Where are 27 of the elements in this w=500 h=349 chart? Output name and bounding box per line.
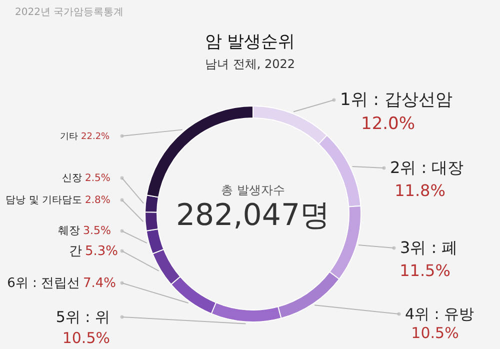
data-label: 7.4% <box>83 276 116 291</box>
slice-label: 4위 : 유방 <box>405 305 474 323</box>
slice-label: 2위 : 대장 <box>390 158 464 177</box>
slice-label: 췌장 <box>58 224 80 237</box>
data-label: 2.5% <box>85 173 110 184</box>
data-label: 11.5% <box>400 261 450 280</box>
slice-label: 3위 : 폐 <box>400 238 458 257</box>
text: 2022년 국가암등록통계 <box>15 7 124 18</box>
chart-title: 암 발생순위 <box>204 32 296 52</box>
chart-subtitle: 남녀 전체, 2022 <box>205 57 295 71</box>
data-label: 10.5% <box>62 329 110 347</box>
data-label: 12.0% <box>360 114 416 134</box>
data-label: 10.5% <box>411 324 459 342</box>
data-label: 3.5% <box>83 224 111 237</box>
text: 총 발생자수 <box>221 183 285 197</box>
slice-label: 담낭 및 기타담도 <box>6 195 82 206</box>
data-label: 11.8% <box>394 181 446 200</box>
data-label: 2.8% <box>85 195 110 206</box>
data-label: 5.3% <box>85 244 118 259</box>
slice-label: 간 <box>69 244 82 259</box>
slice-label: 5위 : 위 <box>56 308 110 326</box>
slice-label: 신장 <box>62 173 82 184</box>
slice-label: 기타 <box>60 132 78 142</box>
text: 282,047명 <box>176 198 330 233</box>
slice-label: 6위 : 전립선 <box>7 276 80 291</box>
slice-label: 1위 : 갑상선암 <box>340 90 452 110</box>
data-label: 22.2% <box>81 132 110 142</box>
